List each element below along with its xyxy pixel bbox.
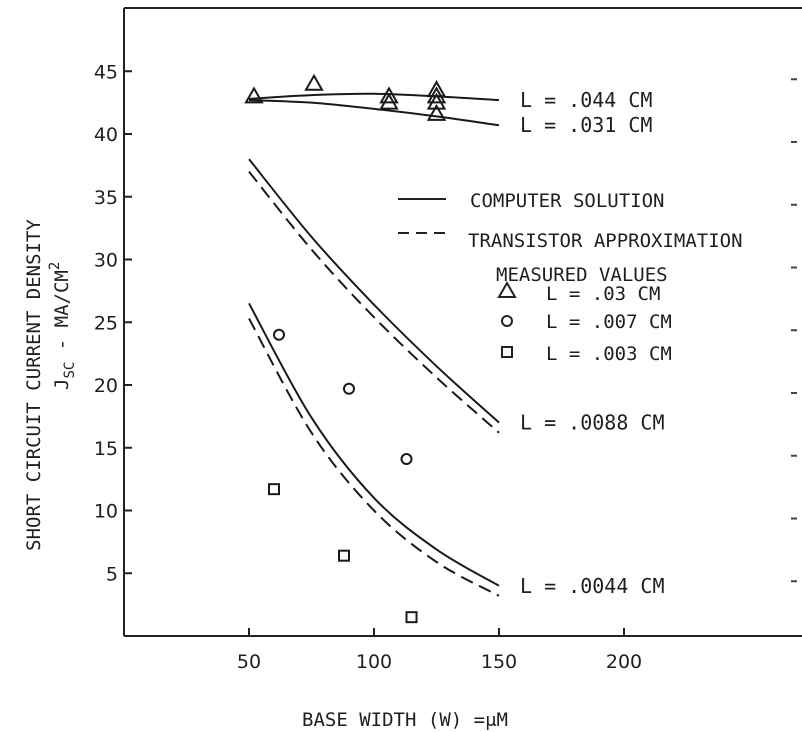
right-edge-ticks <box>791 78 797 583</box>
triangle-marker <box>244 86 264 104</box>
triangle-marker <box>304 73 324 91</box>
axis-tick-labels: 5 10 15 20 25 30 35 40 45 50 100 150 200 <box>94 61 642 673</box>
computer-solution-curve <box>248 99 500 127</box>
x-tick-label: 100 <box>356 651 392 673</box>
y-tick-label: 30 <box>94 250 118 272</box>
y-axis-units-j: J <box>51 379 73 390</box>
transistor-approx-curve <box>248 318 500 597</box>
x-tick-label: 200 <box>606 651 642 673</box>
legend-circle-icon <box>501 315 513 327</box>
y-tick-label: 20 <box>94 375 118 397</box>
curve-label: L = .031 CM <box>520 113 652 137</box>
legend-computer-label: COMPUTER SOLUTION <box>470 190 664 212</box>
curves <box>248 92 500 597</box>
y-axis-units: JSC - MA/CM2 <box>47 262 78 390</box>
svg-text:JSC - MA/CM2: JSC - MA/CM2 <box>47 262 78 390</box>
y-tick-label: 40 <box>94 124 118 146</box>
triangle-marker <box>426 92 447 110</box>
triangle-marker <box>426 86 447 104</box>
x-tick-label: 50 <box>237 651 261 673</box>
y-tick-label: 10 <box>94 501 118 523</box>
y-axis-title-line1: SHORT CIRCUIT CURRENT DENSITY <box>23 219 45 551</box>
circle-marker <box>273 328 285 341</box>
y-tick-label: 5 <box>106 563 118 585</box>
computer-solution-curve <box>248 302 500 587</box>
curve-label: L = .044 CM <box>520 88 652 112</box>
triangle-marker <box>379 86 399 104</box>
computer-solution-curve <box>248 92 500 102</box>
legend-measured-title: MEASURED VALUES <box>496 264 668 286</box>
x-tick-label: 150 <box>481 651 517 673</box>
curve-label: L = .0088 CM <box>520 411 665 435</box>
triangle-marker <box>426 103 447 121</box>
computer-solution-curve <box>248 158 500 424</box>
transistor-approx-curve <box>248 170 500 434</box>
legend-triangle-icon <box>497 280 517 298</box>
x-axis-title: BASE WIDTH (W) =μM <box>302 709 508 731</box>
legend-transistor-label: TRANSISTOR APPROXIMATION <box>468 230 743 252</box>
y-tick-label: 25 <box>94 312 118 334</box>
square-marker <box>268 483 280 496</box>
y-axis-units-rest: - MA/CM <box>51 270 73 362</box>
y-axis-units-sup: 2 <box>47 262 63 270</box>
legend-square-label: L = .003 CM <box>546 343 672 365</box>
legend-square-icon <box>501 346 513 358</box>
measured-markers <box>244 73 447 624</box>
y-tick-label: 45 <box>94 61 118 83</box>
y-tick-label: 35 <box>94 187 118 209</box>
triangle-marker <box>379 92 399 110</box>
legend: COMPUTER SOLUTION TRANSISTOR APPROXIMATI… <box>398 190 743 365</box>
y-axis-title: SHORT CIRCUIT CURRENT DENSITY <box>23 219 45 551</box>
y-tick-label: 15 <box>94 438 118 460</box>
square-marker <box>338 549 350 562</box>
circle-marker <box>343 382 355 395</box>
curve-label: L = .0044 CM <box>520 574 665 598</box>
square-marker <box>405 611 418 624</box>
axis-ticks <box>124 70 625 636</box>
curve-labels: L = .044 CML = .031 CM L = .0088 CM L = .0… <box>520 88 665 598</box>
circle-marker <box>400 453 413 466</box>
legend-triangle-label: L = .03 CM <box>546 283 660 305</box>
legend-circle-label: L = .007 CM <box>546 311 672 333</box>
y-axis-units-sub: SC <box>62 362 78 379</box>
